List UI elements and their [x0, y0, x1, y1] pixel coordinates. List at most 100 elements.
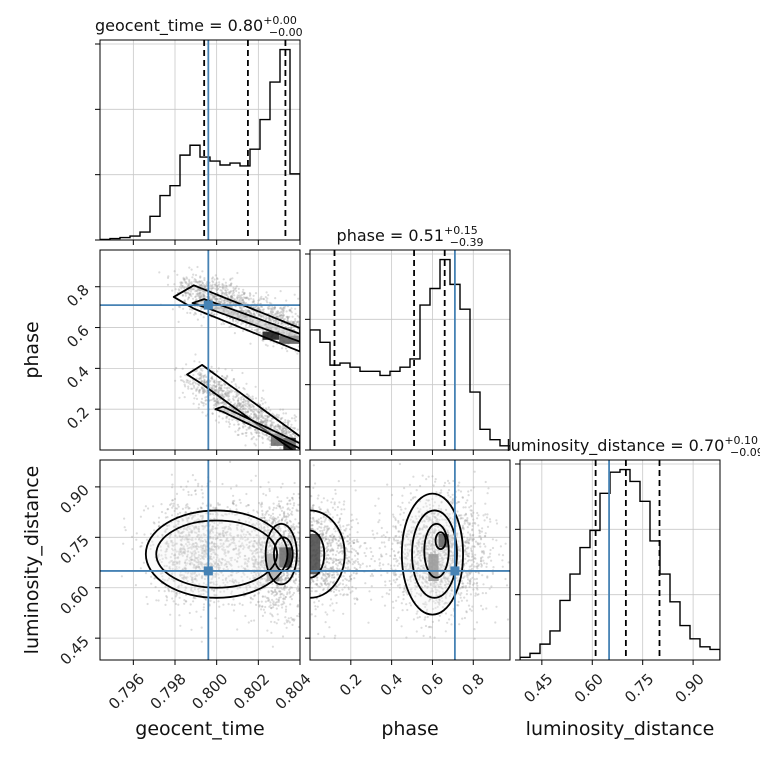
scatter-point	[120, 575, 123, 578]
scatter-point	[166, 516, 169, 519]
scatter-point	[222, 533, 226, 537]
scatter-point	[191, 529, 194, 533]
scatter-point	[210, 542, 213, 545]
scatter-point	[266, 416, 269, 419]
scatter-point	[252, 300, 256, 303]
scatter-point	[258, 561, 261, 564]
scatter-point	[204, 374, 207, 377]
scatter-point	[275, 507, 278, 510]
scatter-point	[203, 550, 206, 553]
scatter-point	[273, 306, 276, 309]
scatter-point	[292, 504, 295, 507]
scatter-point	[428, 531, 431, 534]
panel-frame	[99, 459, 301, 661]
scatter-point	[268, 519, 271, 522]
scatter-point	[277, 604, 280, 607]
scatter-point	[177, 288, 180, 291]
scatter-point	[214, 390, 217, 393]
scatter-point	[191, 573, 194, 576]
scatter-point	[278, 543, 282, 546]
scatter-point	[213, 545, 216, 548]
scatter-point	[152, 521, 155, 524]
scatter-point	[259, 418, 263, 421]
scatter-point	[210, 581, 213, 584]
scatter-point	[170, 573, 173, 576]
scatter-point	[280, 541, 283, 544]
scatter-point	[184, 550, 187, 553]
scatter-point	[261, 417, 265, 420]
scatter-point	[238, 555, 242, 558]
scatter-point	[229, 301, 232, 304]
scatter-point	[293, 481, 296, 485]
scatter-point	[261, 540, 264, 543]
scatter-point	[195, 525, 198, 529]
scatter-point	[272, 421, 275, 424]
scatter-point	[280, 322, 284, 325]
scatter-point	[289, 327, 292, 330]
scatter-point	[285, 626, 288, 629]
scatter-point	[217, 402, 220, 405]
scatter-point	[460, 599, 463, 602]
scatter-point	[219, 384, 223, 387]
scatter-point	[266, 551, 269, 554]
scatter-point	[230, 296, 233, 299]
scatter-point	[196, 535, 199, 538]
scatter-point	[266, 418, 269, 422]
scatter-point	[213, 545, 216, 548]
scatter-point	[279, 592, 282, 595]
scatter-point	[198, 377, 201, 380]
scatter-point	[499, 545, 502, 548]
scatter-point	[187, 538, 190, 541]
scatter-point	[196, 566, 199, 569]
scatter-point	[174, 548, 177, 551]
scatter-point	[201, 516, 204, 519]
scatter-point	[184, 589, 187, 592]
scatter-point	[184, 564, 187, 567]
scatter-point	[282, 430, 285, 434]
scatter-point	[280, 418, 283, 421]
scatter-point	[290, 534, 293, 537]
scatter-point	[227, 295, 230, 298]
scatter-point	[297, 560, 300, 563]
scatter-point	[444, 553, 447, 556]
scatter-point	[290, 598, 293, 601]
scatter-point	[186, 540, 189, 544]
scatter-point	[269, 424, 273, 427]
scatter-point	[255, 586, 258, 590]
scatter-point	[242, 547, 245, 551]
scatter-point	[167, 546, 170, 549]
scatter-point	[170, 502, 173, 505]
scatter-point	[288, 592, 291, 595]
scatter-point	[200, 397, 204, 400]
scatter-point	[428, 541, 431, 544]
scatter-point	[249, 596, 252, 599]
scatter-point	[261, 509, 264, 512]
scatter-point	[180, 287, 183, 290]
scatter-point	[257, 314, 260, 317]
scatter-point	[181, 547, 184, 550]
scatter-point	[271, 310, 274, 314]
scatter-point	[214, 297, 217, 301]
scatter-point	[257, 591, 261, 594]
scatter-point	[267, 546, 270, 549]
scatter-point	[237, 535, 240, 538]
scatter-point	[262, 398, 265, 401]
scatter-point	[420, 546, 423, 550]
scatter-point	[179, 485, 183, 488]
scatter-point	[182, 535, 185, 538]
scatter-point	[163, 564, 166, 568]
scatter-point	[284, 596, 287, 599]
scatter-point	[247, 547, 251, 550]
scatter-point	[263, 526, 266, 529]
scatter-point	[217, 566, 220, 569]
scatter-point	[255, 328, 258, 331]
scatter-point	[181, 535, 184, 538]
scatter-point	[213, 545, 216, 548]
scatter-point	[266, 317, 269, 320]
scatter-point	[236, 556, 240, 560]
scatter-point	[229, 557, 232, 560]
scatter-point	[255, 438, 258, 441]
scatter-point	[180, 543, 183, 546]
scatter-point	[194, 312, 197, 315]
scatter-point	[188, 294, 191, 297]
